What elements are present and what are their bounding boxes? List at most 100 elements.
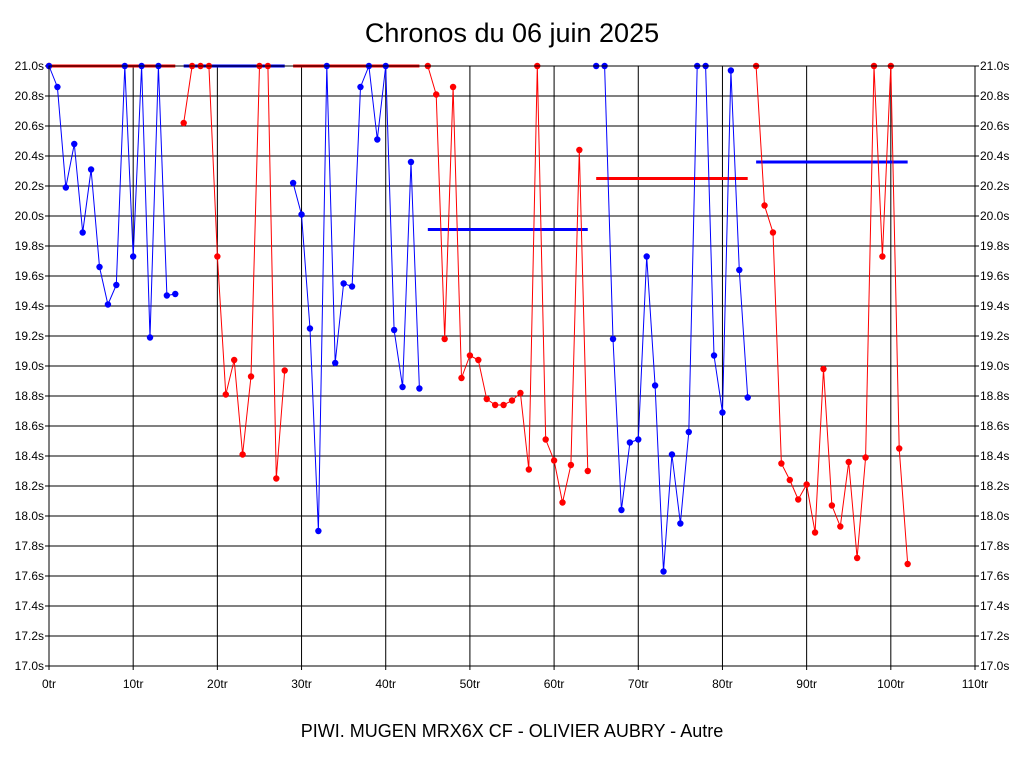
y-tick-label: 20.6s (15, 119, 44, 133)
y-tick-label: 19.0s (980, 359, 1009, 373)
data-point (180, 119, 187, 127)
y-tick-label: 19.6s (980, 269, 1009, 283)
series-line (48, 65, 176, 338)
data-point (458, 374, 465, 382)
x-tick-label: 20tr (207, 677, 228, 691)
y-tick-label: 17.2s (980, 629, 1009, 643)
data-point (660, 568, 667, 575)
data-point (845, 458, 852, 466)
data-point (904, 560, 911, 568)
data-point (172, 290, 179, 298)
data-point (247, 373, 255, 380)
y-tick-label: 17.4s (15, 599, 44, 613)
series-line (427, 65, 589, 503)
data-point (786, 476, 793, 484)
y-tick-label: 19.4s (15, 299, 44, 313)
data-point (390, 326, 398, 334)
data-point (231, 356, 238, 364)
data-point (677, 520, 684, 527)
y-tick-label: 19.8s (980, 239, 1009, 253)
data-point (550, 457, 558, 464)
data-point (719, 409, 726, 416)
x-tick-label: 90tr (796, 677, 817, 691)
y-tick-label: 18.0s (980, 509, 1009, 523)
data-point (761, 202, 768, 209)
data-point (54, 83, 61, 91)
data-point (651, 382, 659, 389)
y-tick-label: 19.2s (980, 329, 1009, 343)
y-tick-label: 18.0s (15, 509, 44, 523)
y-tick-label: 18.8s (15, 389, 44, 403)
x-tick-label: 80tr (712, 677, 733, 691)
data-point (332, 359, 339, 367)
y-tick-label: 17.0s (980, 659, 1009, 673)
y-tick-label: 20.2s (980, 179, 1009, 193)
data-point (348, 283, 356, 290)
data-point (71, 140, 78, 148)
y-tick-label: 18.2s (980, 479, 1009, 493)
data-point (222, 391, 229, 398)
data-point (584, 467, 591, 475)
data-point (879, 253, 886, 260)
data-point (306, 325, 314, 332)
chart-title: Chronos du 06 juin 2025 (364, 18, 660, 48)
data-point (289, 179, 297, 187)
data-point (113, 281, 120, 289)
x-tick-label: 100tr (877, 677, 904, 691)
y-tick-label: 17.4s (980, 599, 1009, 613)
y-tick-label: 18.2s (15, 479, 44, 493)
y-axis-right: 17.0s 17.2s 17.4s 17.6s 17.8s 18.0s 18.2s 18.4s… (975, 59, 1009, 673)
series-points (45, 62, 911, 575)
y-tick-label: 20.8s (15, 89, 44, 103)
data-point (500, 401, 507, 409)
data-point (96, 263, 103, 271)
y-tick-label: 20.8s (980, 89, 1009, 103)
data-point (811, 529, 819, 536)
data-point (643, 253, 650, 260)
data-point (416, 385, 423, 392)
y-tick-label: 18.8s (980, 389, 1009, 403)
y-tick-label: 18.6s (15, 419, 44, 433)
y-tick-label: 17.6s (15, 569, 44, 583)
plot-frame (48, 65, 976, 667)
y-tick-label: 20.0s (15, 209, 44, 223)
series-line (292, 65, 420, 532)
data-point (668, 451, 676, 458)
y-tick-label: 20.4s (980, 149, 1009, 163)
data-point (79, 229, 86, 236)
data-point (626, 439, 634, 446)
data-point (576, 146, 583, 154)
y-tick-label: 17.6s (980, 569, 1009, 583)
y-tick-label: 18.4s (15, 449, 44, 463)
data-point (559, 499, 566, 506)
data-point (517, 389, 524, 397)
data-point (685, 428, 692, 436)
data-point (298, 211, 305, 218)
x-tick-label: 60tr (544, 677, 565, 691)
data-point (466, 352, 474, 359)
series-lines (48, 65, 909, 572)
y-tick-label: 20.0s (980, 209, 1009, 223)
x-tick-label: 0tr (42, 677, 56, 691)
data-point (87, 166, 95, 173)
x-tick-label: 30tr (291, 677, 312, 691)
data-point (357, 83, 364, 91)
y-tick-label: 19.8s (15, 239, 44, 253)
data-point (475, 356, 482, 364)
data-point (399, 383, 406, 391)
y-tick-label: 19.0s (15, 359, 44, 373)
data-point (62, 184, 70, 191)
data-point (433, 91, 440, 98)
data-point (778, 460, 785, 467)
y-tick-label: 17.8s (15, 539, 44, 553)
data-point (618, 506, 625, 514)
data-point (340, 280, 347, 287)
series-line (183, 65, 286, 479)
x-tick-label: 70tr (628, 677, 649, 691)
data-point (542, 436, 549, 443)
data-point (214, 253, 221, 260)
data-point (803, 481, 810, 488)
y-tick-label: 17.2s (15, 629, 44, 643)
data-point (828, 502, 836, 509)
